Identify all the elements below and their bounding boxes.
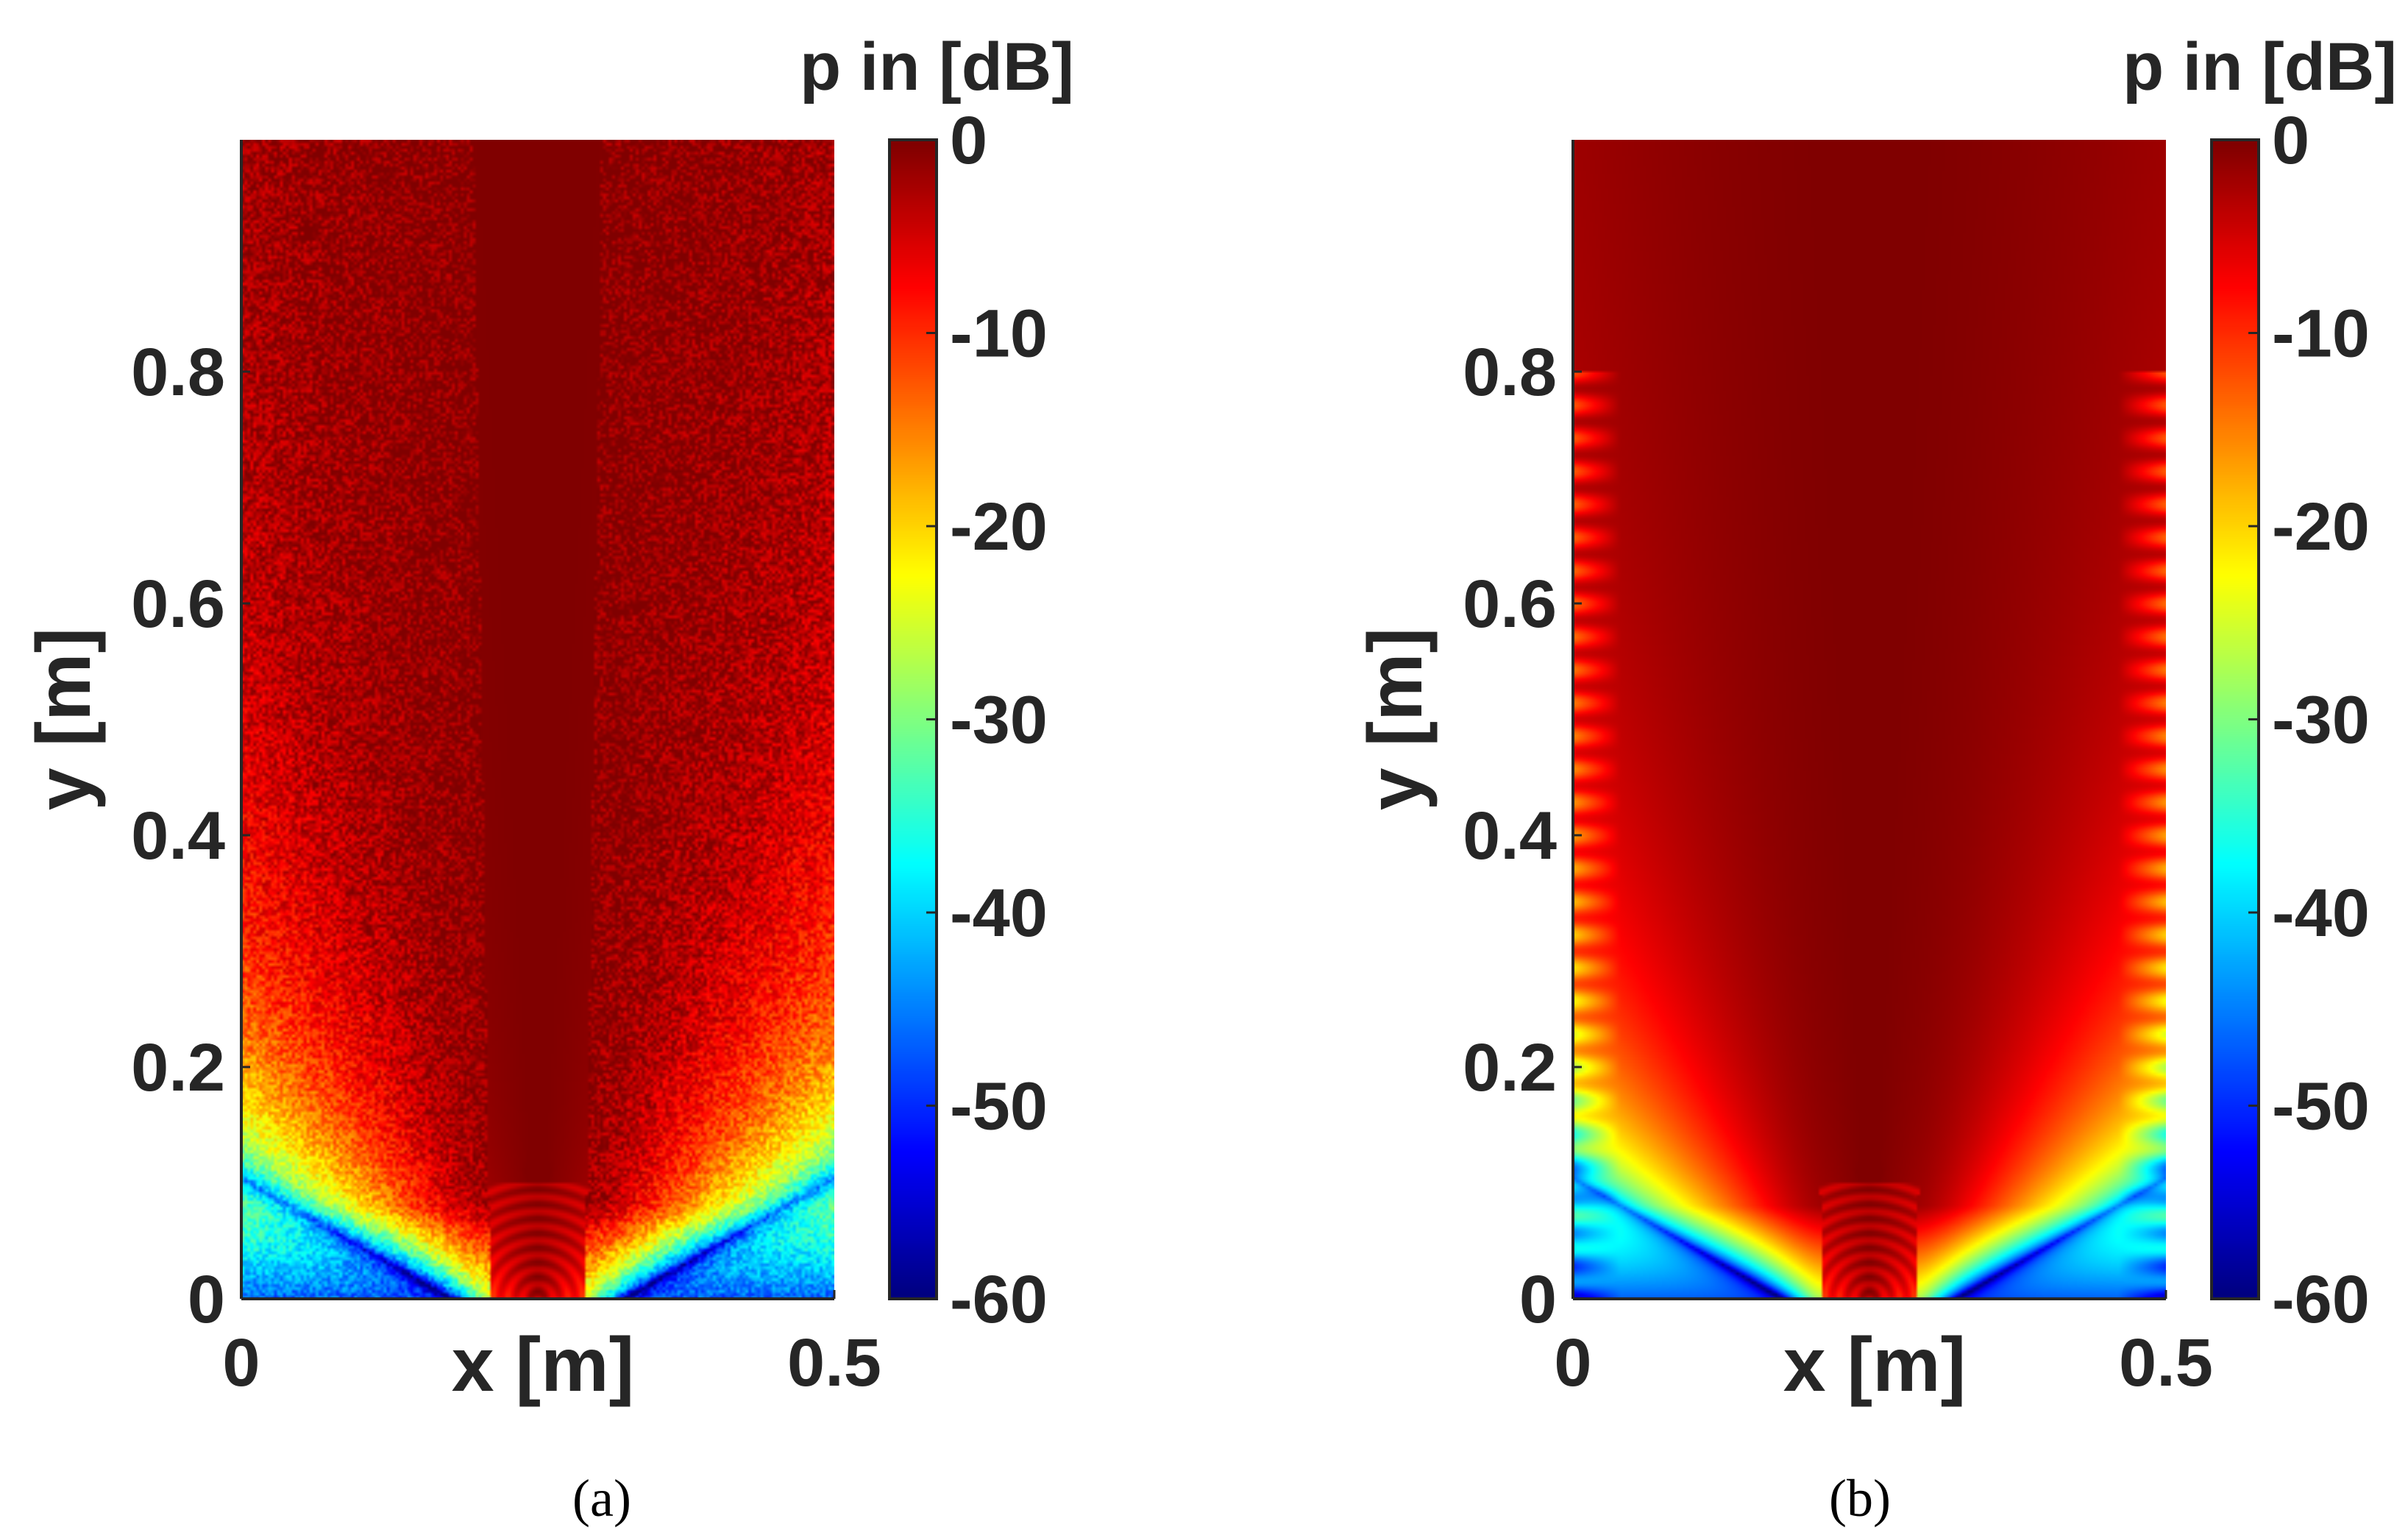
y-tick-label: 0.4 — [131, 798, 225, 873]
colorbar-tick-label: -30 — [2272, 683, 2370, 758]
y-tick-label: 0.6 — [1463, 567, 1557, 642]
colorbar-tick-label: 0 — [950, 103, 987, 178]
x-tick-label: 0.5 — [787, 1325, 881, 1400]
x-axis-label-b: x [m] — [1783, 1322, 1966, 1408]
x-ticks-a: 0 0.5 — [222, 1290, 881, 1400]
y-axis-label-a: y [m] — [21, 628, 107, 810]
colorbar-tick-label: -60 — [950, 1262, 1048, 1337]
colorbar-tick-label: -50 — [950, 1069, 1048, 1144]
x-tick-label: 0.5 — [2119, 1325, 2213, 1400]
y-tick-label: 0 — [1519, 1262, 1557, 1337]
colorbar-label-a: p in [dB] — [800, 29, 1074, 104]
y-tick-label: 0.2 — [131, 1030, 225, 1105]
panel-a: 00.20.40.60.8 0 0.5 x [m] y [m] 0-10-20-3… — [21, 29, 1074, 1528]
colorbar-label-b: p in [dB] — [2123, 29, 2397, 104]
colorbar-tick-label: -50 — [2272, 1069, 2370, 1144]
colorbar-tick-label: -20 — [950, 489, 1048, 564]
panel-b: 00.20.40.60.8 0 0.5 x [m] y [m] 0-10-20-3… — [1353, 29, 2397, 1528]
colorbar-tick-label: 0 — [2272, 103, 2309, 178]
x-tick-label: 0 — [1554, 1325, 1591, 1400]
y-ticks-a: 0 0.2 0.4 0.6 0.8 — [131, 335, 250, 1337]
y-tick-label: 0.8 — [131, 335, 225, 410]
y-axis-label-b: y [m] — [1353, 628, 1438, 810]
colorbar-tick-label: -30 — [950, 683, 1048, 758]
y-tick-label: 0 — [188, 1262, 225, 1337]
x-ticks-b: 0 0.5 — [1554, 1290, 2213, 1400]
colorbar-tick-label: -40 — [950, 876, 1048, 951]
colorbar-tick-label: -10 — [950, 297, 1048, 372]
panel-caption-b: (b) — [1829, 1469, 1891, 1528]
y-tick-label: 0.2 — [1463, 1030, 1557, 1105]
colorbar-tick-label: -20 — [2272, 489, 2370, 564]
colorbar-tick-label: -40 — [2272, 876, 2370, 951]
colorbar-tick-label: -60 — [2272, 1262, 2370, 1337]
y-tick-label: 0.8 — [1463, 335, 1557, 410]
colorbar-tick-label: -10 — [2272, 297, 2370, 372]
y-tick-label: 0.6 — [131, 567, 225, 642]
colorbar-ticks-a: 0 -10 -20 -30 -40 -50 -60 — [926, 103, 1048, 1337]
y-tick-label: 0.4 — [1463, 798, 1557, 873]
heatmap-a — [241, 140, 834, 1299]
panel-caption-a: (a) — [572, 1469, 631, 1528]
heatmap-b — [1573, 140, 2166, 1299]
x-tick-label: 0 — [222, 1325, 260, 1400]
y-ticks-b: 0 0.2 0.4 0.6 0.8 — [1463, 335, 1582, 1337]
x-axis-label-a: x [m] — [452, 1322, 634, 1408]
colorbar-ticks-b: 0 -10 -20 -30 -40 -50 -60 — [2248, 103, 2370, 1337]
